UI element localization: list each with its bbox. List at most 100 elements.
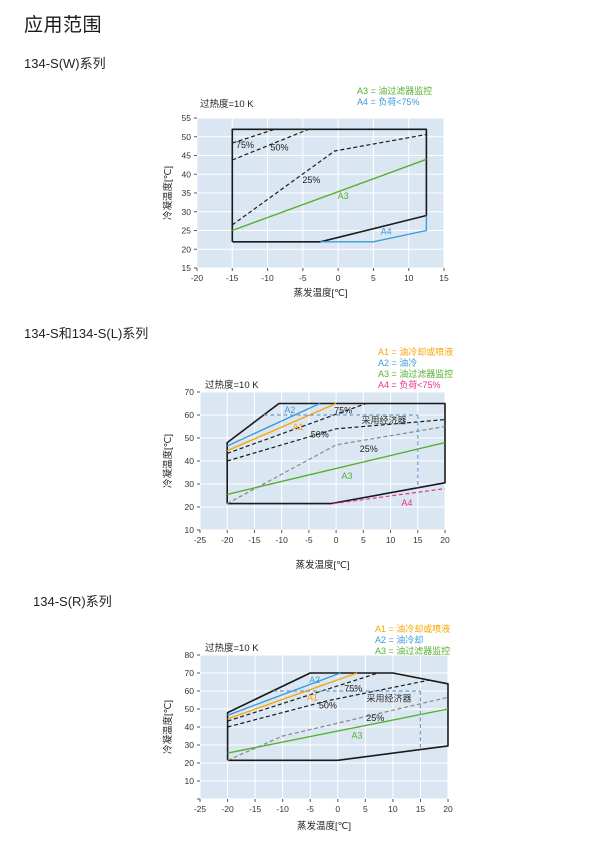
x-tick-label: -20	[221, 804, 234, 814]
x-tick-label: 0	[336, 273, 341, 283]
y-tick-label: 60	[185, 410, 195, 420]
series-load-50	[232, 128, 309, 161]
series-load-25	[227, 696, 449, 761]
y-tick-label: 40	[185, 722, 195, 732]
y-tick-label: 55	[182, 113, 192, 123]
annotation-label: A3	[352, 730, 363, 740]
chart-134sw-canvas: -20 -15 -10 -5 0 5 10 15 15 20 25 30 35 40 45 50 55 75% 50…	[182, 113, 449, 283]
series-a3-boundary	[227, 441, 446, 496]
legend-item: A1 = 油冷却或喷液	[378, 347, 454, 357]
series-a1-boundary	[227, 672, 358, 720]
x-tick-label: -25	[194, 804, 207, 814]
section-heading-134s-134sl: 134-S和134-S(L)系列	[24, 326, 149, 341]
x-tick-label: -15	[248, 535, 261, 545]
x-tick-label: 15	[413, 535, 423, 545]
x-tick-label: 20	[443, 804, 453, 814]
legend-item: A2 = 油冷却	[375, 635, 424, 645]
y-tick-label: 30	[185, 479, 195, 489]
y-axis-title: 冷凝温度[℃]	[163, 166, 174, 220]
y-tick-label: 50	[185, 433, 195, 443]
y-tick-label: 30	[182, 207, 192, 217]
legend-item: A1 = 油冷却或喷液	[375, 624, 451, 634]
annotation-label: 50%	[271, 143, 289, 153]
annotation-label: A4	[381, 227, 392, 237]
series-a3-boundary	[232, 158, 427, 232]
y-tick-label: 70	[185, 387, 195, 397]
series-load-50	[227, 419, 446, 462]
y-tick-label: 20	[185, 502, 195, 512]
chart-134sr: -25 -20 -15 -10 -5 0 5 10 15 20 10 20 30 40 50 60 70 80 A2…	[150, 620, 490, 841]
x-tick-label: -5	[299, 273, 307, 283]
series-load-50	[227, 679, 429, 728]
section-heading-134sr: 134-S(R)系列	[33, 594, 112, 609]
chart-134s-134sl: -25 -20 -15 -10 -5 0 5 10 15 20 10 20 30 40 50 60 70 A2 A1…	[150, 345, 490, 581]
x-tick-label: 20	[440, 535, 450, 545]
x-tick-label: -5	[305, 535, 313, 545]
annotation-label: A4	[401, 498, 412, 508]
x-tick-label: 15	[416, 804, 426, 814]
y-tick-label: 50	[185, 704, 195, 714]
superheat-note: 过热度=10 K	[205, 643, 259, 654]
annotation-label: A2	[284, 405, 295, 415]
series-a3-boundary	[227, 708, 449, 754]
legend-item: A2 = 油冷	[378, 358, 418, 368]
superheat-note: 过热度=10 K	[205, 380, 259, 391]
y-tick-label: 35	[182, 188, 192, 198]
x-tick-label: 5	[361, 535, 366, 545]
series-a4-boundary	[320, 215, 428, 243]
legend-item: A3 = 油过滤器监控	[357, 86, 433, 96]
series-a2-boundary	[227, 672, 341, 716]
section-heading-134sw: 134-S(W)系列	[24, 56, 106, 71]
x-axis-title: 蒸发温度[℃]	[293, 288, 348, 299]
series-a1-boundary	[226, 402, 337, 452]
x-tick-label: -15	[226, 273, 239, 283]
y-tick-label: 50	[182, 132, 192, 142]
legend-item: A4 = 负荷<75%	[357, 97, 420, 107]
chart-134s-134sl-canvas: -25 -20 -15 -10 -5 0 5 10 15 20 10 20 30 40 50 60 70 A2 A1…	[185, 387, 450, 545]
superheat-note: 过热度=10 K	[200, 99, 254, 110]
y-tick-label: 60	[185, 686, 195, 696]
annotation-label: A1	[292, 422, 303, 432]
chart-134sw-legend: A3 = 油过滤器监控 A4 = 负荷<75%	[357, 86, 432, 108]
annotation-label: 采用经济器	[367, 693, 412, 704]
axes-ticks: -20 -15 -10 -5 0 5 10 15 15 20 25 30 35 40 45 50 55	[182, 113, 449, 283]
y-tick-label: 10	[185, 525, 195, 535]
annotation-label: A1	[307, 692, 318, 702]
series-load-25	[231, 133, 427, 226]
axes-ticks: -25 -20 -15 -10 -5 0 5 10 15 20 10 20 30 40 50 60 70 80	[185, 650, 453, 814]
chart-134s-134sl-legend: A1 = 油冷却或喷液 A2 = 油冷 A3 = 油过滤器监控 A4 = 负荷<75%	[378, 347, 453, 391]
x-tick-label: 15	[439, 273, 449, 283]
annotation-label: 50%	[319, 700, 337, 710]
x-tick-label: -5	[306, 804, 314, 814]
y-tick-label: 20	[185, 758, 195, 768]
x-tick-label: 0	[334, 535, 339, 545]
y-tick-label: 20	[182, 244, 192, 254]
x-tick-label: -10	[277, 804, 290, 814]
annotation-label: 25%	[366, 713, 384, 723]
annotation-label: 采用经济器	[362, 415, 407, 426]
legend-item: A4 = 负荷<75%	[378, 380, 441, 390]
y-tick-label: 70	[185, 668, 195, 678]
x-axis-title: 蒸发温度[℃]	[297, 821, 351, 832]
page-title: 应用范围	[24, 15, 103, 36]
x-tick-label: 5	[363, 804, 368, 814]
y-tick-label: 45	[182, 151, 192, 161]
annotation-label: 50%	[311, 430, 329, 440]
annotation-label: 25%	[360, 444, 378, 454]
y-tick-label: 40	[185, 456, 195, 466]
series-envelope	[226, 672, 449, 762]
annotation-label: 75%	[334, 405, 352, 415]
x-tick-label: -25	[194, 535, 207, 545]
series-envelope	[231, 128, 428, 243]
y-tick-label: 15	[182, 263, 192, 273]
series-load-25	[226, 425, 446, 505]
y-axis-title: 冷凝温度[℃]	[163, 700, 174, 754]
chart-134sr-legend: A1 = 油冷却或喷液 A2 = 油冷却 A3 = 油过滤器监控	[375, 624, 450, 657]
series-a4-load-boundary	[333, 488, 446, 505]
x-axis-title: 蒸发温度[℃]	[295, 560, 350, 571]
x-tick-label: -10	[261, 273, 274, 283]
x-tick-label: 0	[335, 804, 340, 814]
y-tick-label: 80	[185, 650, 195, 660]
series-load-75	[232, 128, 275, 144]
